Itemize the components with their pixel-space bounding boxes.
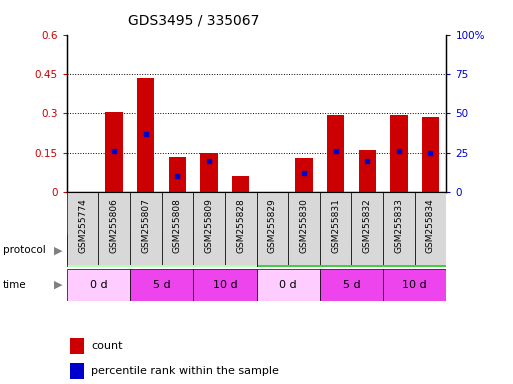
- Text: GSM255809: GSM255809: [205, 198, 213, 253]
- Bar: [67, 269, 130, 301]
- Text: 0 d: 0 d: [279, 280, 297, 290]
- Text: time: time: [3, 280, 26, 290]
- Bar: [383, 269, 446, 301]
- Text: GSM255834: GSM255834: [426, 198, 435, 253]
- Bar: [359, 150, 376, 192]
- Bar: [256, 192, 288, 265]
- Text: 0 d: 0 d: [89, 280, 107, 290]
- Text: ▶: ▶: [54, 245, 63, 255]
- Text: GSM255833: GSM255833: [394, 198, 403, 253]
- Bar: [70, 338, 84, 354]
- Text: ▶: ▶: [54, 280, 63, 290]
- Text: GSM255774: GSM255774: [78, 198, 87, 253]
- Bar: [225, 192, 256, 265]
- Text: GSM255828: GSM255828: [236, 198, 245, 253]
- Text: protocol: protocol: [3, 245, 45, 255]
- Text: GSM255808: GSM255808: [173, 198, 182, 253]
- Bar: [130, 269, 193, 301]
- Text: 5 d: 5 d: [343, 280, 360, 290]
- Bar: [327, 114, 344, 192]
- Text: 10 d: 10 d: [212, 280, 237, 290]
- Bar: [67, 234, 256, 267]
- Bar: [320, 192, 351, 265]
- Text: progerin expression: progerin expression: [296, 245, 407, 256]
- Bar: [193, 269, 256, 301]
- Bar: [390, 114, 407, 192]
- Bar: [130, 192, 162, 265]
- Bar: [320, 269, 383, 301]
- Bar: [137, 78, 154, 192]
- Text: 10 d: 10 d: [402, 280, 427, 290]
- Bar: [98, 192, 130, 265]
- Bar: [169, 157, 186, 192]
- Bar: [67, 192, 98, 265]
- Bar: [256, 269, 320, 301]
- Text: count: count: [91, 341, 123, 351]
- Bar: [422, 117, 439, 192]
- Bar: [256, 234, 446, 267]
- Text: GSM255832: GSM255832: [363, 198, 372, 253]
- Text: GSM255829: GSM255829: [268, 198, 277, 253]
- Text: 5 d: 5 d: [153, 280, 170, 290]
- Bar: [232, 176, 249, 192]
- Bar: [201, 153, 218, 192]
- Bar: [383, 192, 415, 265]
- Text: GSM255807: GSM255807: [141, 198, 150, 253]
- Bar: [351, 192, 383, 265]
- Text: percentile rank within the sample: percentile rank within the sample: [91, 366, 279, 376]
- Bar: [193, 192, 225, 265]
- Bar: [162, 192, 193, 265]
- Bar: [288, 192, 320, 265]
- Text: GSM255831: GSM255831: [331, 198, 340, 253]
- Bar: [106, 112, 123, 192]
- Text: GSM255806: GSM255806: [110, 198, 119, 253]
- Text: control: control: [142, 245, 181, 256]
- Text: GSM255830: GSM255830: [300, 198, 308, 253]
- Bar: [70, 363, 84, 379]
- Bar: [295, 158, 312, 192]
- Bar: [415, 192, 446, 265]
- Text: GDS3495 / 335067: GDS3495 / 335067: [128, 13, 260, 27]
